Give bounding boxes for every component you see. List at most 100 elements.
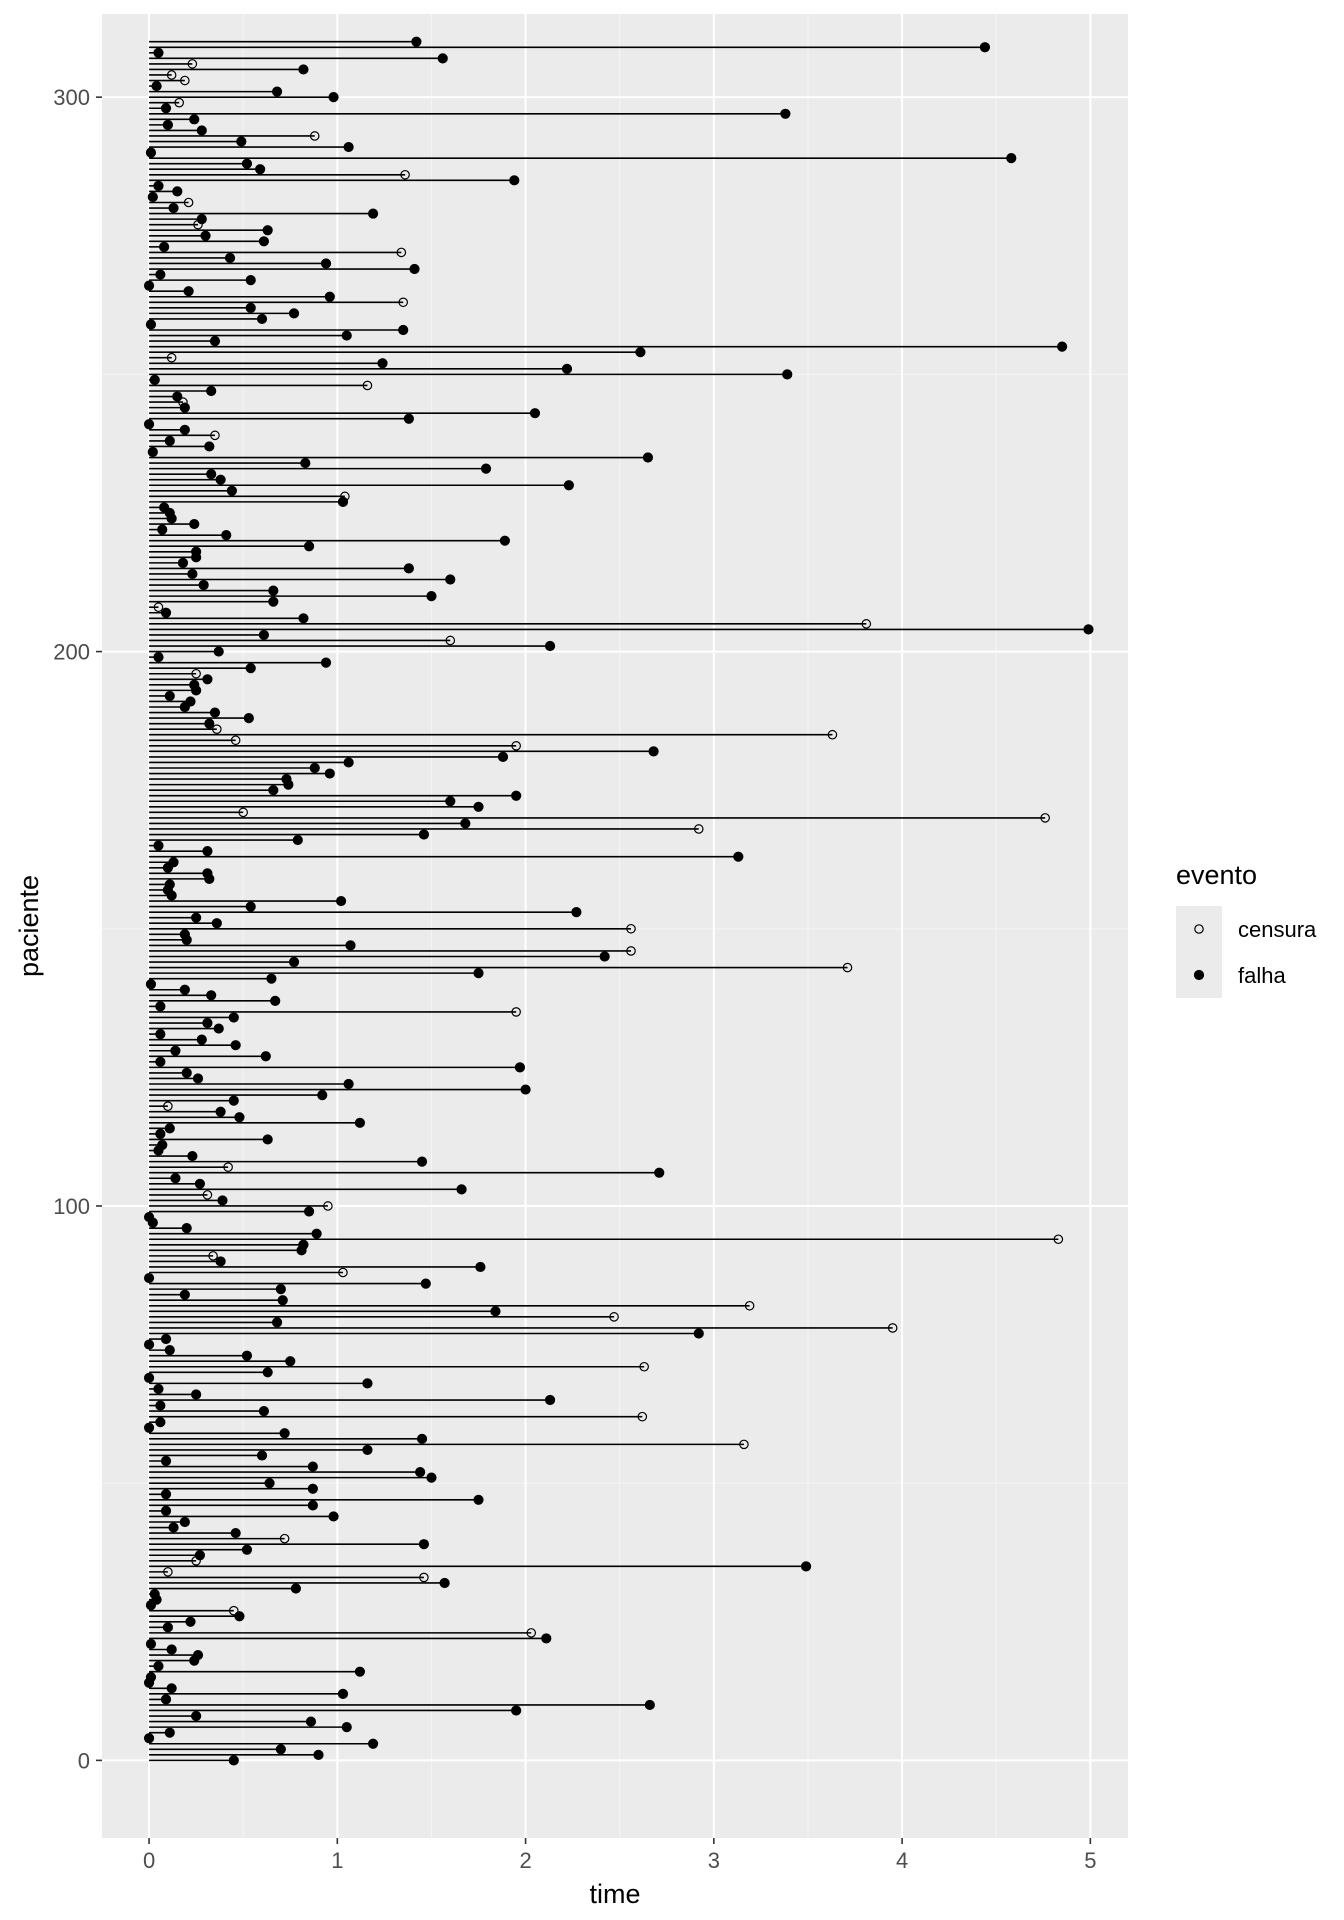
point-falha xyxy=(1083,624,1094,635)
point-falha xyxy=(511,790,522,801)
point-falha xyxy=(194,1550,205,1561)
point-falha xyxy=(398,324,409,336)
point-falha xyxy=(204,718,215,729)
point-falha xyxy=(309,762,320,774)
point-falha xyxy=(800,1561,812,1572)
point-censura xyxy=(861,619,872,629)
point-falha xyxy=(544,640,556,652)
point-falha xyxy=(1057,341,1068,352)
point-falha xyxy=(160,1505,172,1516)
point-falha xyxy=(194,1178,205,1189)
point-censura xyxy=(178,397,188,407)
point-censura xyxy=(637,1411,648,1422)
point-falha xyxy=(215,1106,226,1117)
point-falha xyxy=(268,785,279,796)
point-falha xyxy=(733,851,744,862)
point-falha xyxy=(164,879,175,890)
point-falha xyxy=(160,1694,172,1705)
point-censura xyxy=(183,197,194,208)
point-falha xyxy=(571,907,582,918)
point-falha xyxy=(185,696,196,707)
legend-key-censura xyxy=(1176,906,1222,952)
point-falha xyxy=(224,252,236,264)
y-axis: 0 100 200 300 xyxy=(53,85,102,1773)
point-falha xyxy=(311,1228,322,1239)
point-falha xyxy=(288,956,300,968)
point-falha xyxy=(275,1744,286,1755)
point-falha xyxy=(979,42,991,53)
point-falha xyxy=(177,557,189,568)
x-tick-label: 0 xyxy=(143,1848,155,1873)
point-falha xyxy=(268,596,279,607)
point-falha xyxy=(198,579,209,591)
point-falha xyxy=(307,1483,318,1494)
point-falha xyxy=(155,1128,166,1140)
point-falha xyxy=(260,1051,271,1062)
point-falha xyxy=(416,1433,428,1444)
point-falha xyxy=(520,1084,531,1095)
point-falha xyxy=(155,1417,166,1428)
point-falha xyxy=(303,1206,315,1217)
point-falha xyxy=(782,369,793,380)
legend-title: evento xyxy=(1176,860,1257,890)
point-falha xyxy=(155,269,166,280)
point-falha xyxy=(341,330,352,341)
point-falha xyxy=(426,1472,437,1483)
plot-panel xyxy=(102,14,1128,1838)
point-falha xyxy=(245,275,256,286)
point-censura xyxy=(526,1628,537,1638)
point-falha xyxy=(221,530,232,541)
point-falha xyxy=(228,1755,239,1766)
point-falha xyxy=(153,180,164,191)
point-falha xyxy=(211,918,222,929)
point-falha xyxy=(642,452,654,463)
point-falha xyxy=(345,940,356,951)
point-falha xyxy=(303,541,315,552)
point-falha xyxy=(181,1067,192,1079)
point-falha xyxy=(255,164,266,175)
point-censura xyxy=(174,97,184,108)
point-falha xyxy=(183,286,194,297)
point-falha xyxy=(377,358,388,369)
legend-label-censura: censura xyxy=(1238,917,1317,942)
point-falha xyxy=(157,524,168,535)
point-falha xyxy=(202,868,213,879)
point-falha xyxy=(599,951,610,962)
point-falha xyxy=(153,47,164,58)
point-censura xyxy=(419,1572,429,1583)
point-falha xyxy=(288,308,300,319)
point-censura xyxy=(223,1162,233,1172)
point-falha xyxy=(271,86,283,97)
point-falha xyxy=(191,546,202,557)
y-axis-title: paciente xyxy=(14,875,44,977)
point-falha xyxy=(189,518,200,530)
point-falha xyxy=(170,1173,181,1184)
point-censura xyxy=(323,1201,333,1211)
point-censura xyxy=(827,729,838,740)
point-falha xyxy=(164,690,175,702)
point-falha xyxy=(170,1045,181,1056)
point-falha xyxy=(230,1040,241,1051)
point-falha xyxy=(243,712,254,724)
x-axis-title: time xyxy=(589,1879,640,1909)
point-censura xyxy=(639,1361,649,1372)
point-falha xyxy=(172,186,183,197)
point-falha xyxy=(445,574,456,585)
point-falha xyxy=(644,1699,655,1711)
point-censura xyxy=(191,668,201,679)
point-falha xyxy=(153,840,164,851)
point-falha xyxy=(563,480,574,491)
point-falha xyxy=(307,1500,318,1511)
point-falha xyxy=(164,1727,175,1738)
point-falha xyxy=(179,1516,190,1528)
point-falha xyxy=(143,280,155,291)
point-falha xyxy=(179,402,190,413)
legend: evento censura falha xyxy=(1176,860,1317,998)
point-falha xyxy=(149,1588,160,1600)
point-falha xyxy=(143,1733,155,1744)
point-falha xyxy=(324,291,335,302)
point-falha xyxy=(262,1134,273,1145)
point-falha xyxy=(262,1367,273,1378)
point-falha xyxy=(245,901,256,912)
point-falha xyxy=(213,646,224,657)
